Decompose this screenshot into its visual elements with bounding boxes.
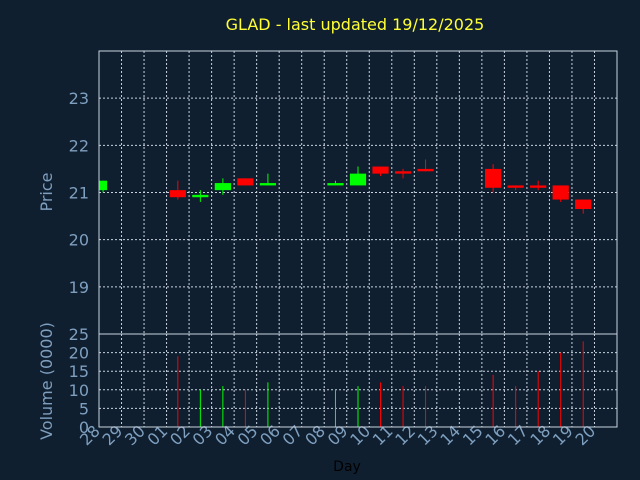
- x-axis-label: Day: [333, 459, 361, 475]
- candle-body: [372, 166, 389, 174]
- x-tick-label: 20: [571, 421, 599, 449]
- candles: [99, 159, 592, 214]
- candle-body: [259, 183, 277, 186]
- candle-body: [530, 185, 547, 188]
- x-tick-labels: 2829300102030405060708091011121314151617…: [76, 421, 599, 449]
- candle-body: [327, 183, 344, 186]
- volume-axis-label: Volume (0000): [37, 322, 56, 440]
- chart-title: GLAD - last updated 19/12/2025: [226, 15, 485, 34]
- candle-body: [349, 173, 367, 186]
- price-axis-label: Price: [37, 172, 56, 211]
- price-tick-label: 19: [69, 278, 89, 297]
- candle-body: [214, 183, 231, 191]
- volume-panel-grid: [99, 333, 617, 428]
- volume-panel-frame: [98, 333, 618, 428]
- volume-tick-label: 5: [79, 399, 89, 418]
- price-panel-grid: [99, 51, 617, 334]
- candle-body: [417, 168, 434, 172]
- volume-tick-label: 25: [69, 325, 89, 344]
- price-tick-label: 21: [69, 184, 89, 203]
- candle-body: [507, 185, 524, 188]
- volume-tick-label: 0: [79, 418, 89, 437]
- price-tick-label: 20: [69, 231, 89, 250]
- candle-body: [99, 180, 108, 191]
- candle-body: [394, 171, 412, 174]
- candle-body: [237, 178, 254, 186]
- candle-body: [192, 194, 209, 198]
- price-tick-label: 22: [69, 136, 89, 155]
- volume-tick-label: 20: [69, 344, 89, 363]
- price-tick-label: 23: [69, 89, 89, 108]
- candle-body: [575, 199, 592, 210]
- volume-bars: [177, 341, 584, 427]
- volume-tick-label: 10: [69, 381, 89, 400]
- candle-body: [552, 185, 569, 200]
- candle-body: [485, 168, 502, 188]
- candle-body: [169, 190, 186, 198]
- price-y-ticks: 19 20 21 22 23: [69, 89, 89, 297]
- volume-tick-label: 15: [69, 362, 89, 381]
